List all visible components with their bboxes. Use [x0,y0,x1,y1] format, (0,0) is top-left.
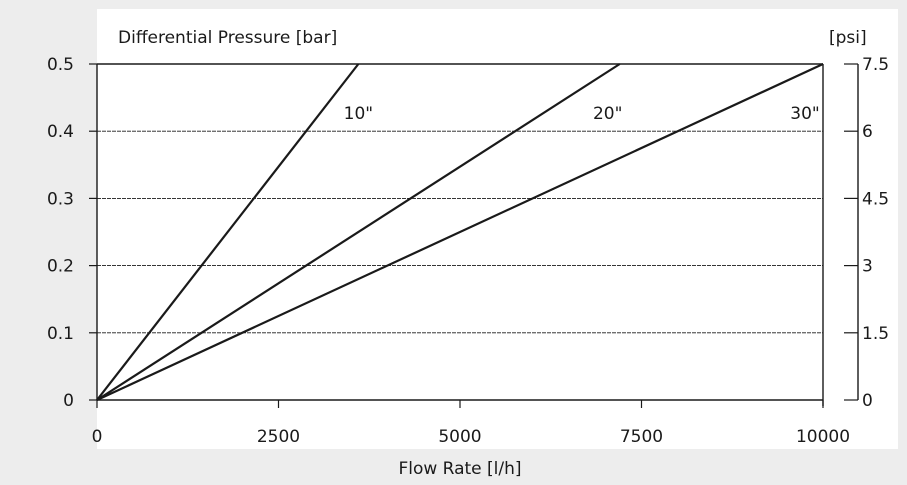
series-group [96,63,824,401]
y-axis-label: Differential Pressure [bar] [118,28,337,48]
labels-group: 0 2500 5000 7500 10000 0 0.1 0.2 0.3 0.4 0.5 0 1.5 3 4… [47,55,889,447]
series-label-2: 20" [593,104,622,124]
y-right-tick-label-3: 4.5 [862,189,889,209]
series-line-3 [96,63,824,401]
x-tick-label-4: 10000 [796,427,850,447]
x-tick-label-0: 0 [92,427,103,447]
x-axis-label: Flow Rate [l/h] [398,459,521,479]
y-right-tick-label-5: 7.5 [862,55,889,75]
x-tick-label-2: 5000 [438,427,481,447]
y-right-tick-label-2: 3 [862,257,873,277]
y-right-tick-label-4: 6 [862,122,873,142]
grid [97,63,823,334]
series-line-1 [96,63,360,401]
y-tick-label-1: 0.1 [47,324,74,344]
y-tick-label-5: 0.5 [47,55,74,75]
y-tick-label-4: 0.4 [47,122,74,142]
series-line-2 [96,63,621,401]
axes [89,63,859,408]
y-right-tick-label-0: 0 [862,391,873,411]
y-tick-label-2: 0.2 [47,257,74,277]
series-label-1: 10" [344,104,373,124]
x-tick-label-1: 2500 [257,427,300,447]
y-right-tick-label-1: 1.5 [862,324,889,344]
y-tick-label-0: 0 [63,391,74,411]
series-label-3: 30" [790,104,819,124]
x-tick-label-3: 7500 [620,427,663,447]
plot-area [97,9,898,449]
y-right-axis-label: [psi] [829,28,867,48]
y-tick-label-3: 0.3 [47,189,74,209]
